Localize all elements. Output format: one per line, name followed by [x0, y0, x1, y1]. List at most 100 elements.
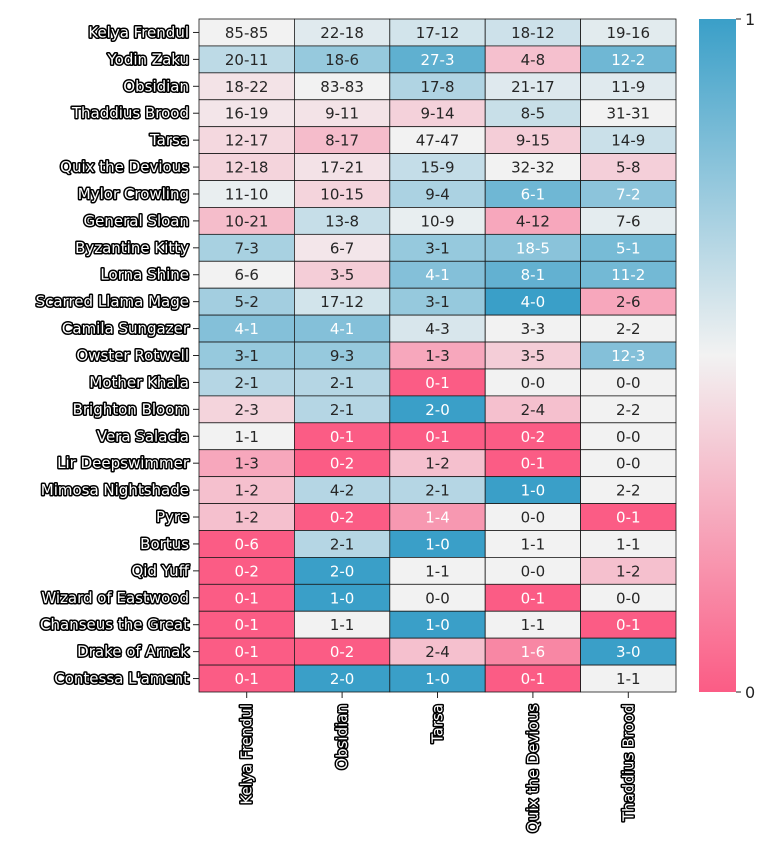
column-label-tarsa: Tarsa: [429, 704, 447, 744]
row-label-mylor-crowling: Mylor Crowling: [78, 185, 189, 203]
heatmap-cell: [484, 287, 582, 316]
heatmap-cell: [198, 260, 295, 289]
row-label-obsidian: Obsidian: [123, 77, 189, 95]
heatmap-cell: [484, 368, 582, 397]
cell-value: 10-15: [320, 185, 364, 203]
cell-value: 1-2: [234, 482, 259, 500]
cell-value: 2-1: [425, 482, 450, 500]
row-label-camila-sungazer: Camila Sungazer: [62, 320, 190, 338]
heatmap-cell: [198, 126, 295, 155]
cell-value: 0-2: [330, 643, 355, 661]
cell-value: 4-3: [425, 320, 450, 338]
cell-value: 8-1: [521, 266, 546, 284]
cell-value: 6-6: [234, 266, 259, 284]
row-label-drake-of-arnak: Drake of Arnak: [77, 643, 189, 661]
heatmap-cell: [198, 530, 295, 558]
heatmap-cell: [580, 126, 677, 155]
heatmap-cell: [484, 664, 582, 693]
cell-value: 8-5: [521, 105, 546, 123]
cell-value: 0-1: [234, 616, 259, 634]
cell-value: 0-2: [330, 509, 355, 527]
heatmap-cell: [198, 422, 295, 451]
cell-value: 0-1: [234, 670, 259, 688]
cell-value: 6-7: [330, 239, 355, 257]
cell-value: 1-3: [425, 347, 450, 365]
cell-value: 10-9: [420, 212, 454, 230]
row-label-mimosa-nightshade: Mimosa Nightshade: [41, 481, 189, 499]
cell-value: 17-12: [320, 293, 364, 311]
column-label-thaddius-brood: Thaddius Brood: [619, 704, 637, 822]
heatmap-cell: [580, 99, 677, 128]
cell-value: 12-3: [611, 347, 645, 365]
cell-value: 3-1: [234, 347, 259, 365]
column-label-kelya-frendul: Kelya Frendul: [238, 704, 256, 805]
heatmap-cell: [580, 368, 677, 397]
cell-value: 12-17: [225, 132, 269, 150]
row-label-quix-the-devious: Quix the Devious: [60, 158, 189, 176]
heatmap-cell: [293, 449, 391, 478]
heatmap-cell: [198, 207, 295, 235]
colorbar: 1 0: [699, 10, 755, 702]
cell-value: 1-1: [616, 670, 641, 688]
cell-value: 4-2: [330, 482, 355, 500]
column-label-obsidian: Obsidian: [333, 704, 351, 770]
cell-value: 1-1: [521, 616, 546, 634]
heatmap-cell: [580, 45, 677, 74]
cell-value: 12-2: [611, 51, 645, 69]
column-label-quix-the-devious: Quix the Devious: [524, 704, 542, 833]
cell-value: 13-8: [325, 212, 359, 230]
cell-value: 32-32: [511, 159, 555, 177]
heatmap-cell: [293, 395, 391, 424]
heatmap-cells: 85-85 22-18 17-12 18-12 19-16 20-11 18-6 27-3 4-…: [198, 18, 677, 693]
heatmap-cell: [293, 260, 391, 289]
cell-value: 16-19: [225, 105, 269, 123]
cell-value: 2-1: [330, 401, 355, 419]
cell-value: 19-16: [607, 24, 651, 42]
cell-value: 0-0: [616, 589, 641, 607]
heatmap-cell: [389, 476, 486, 504]
cell-value: 17-21: [320, 159, 364, 177]
heatmap-cell: [389, 368, 486, 397]
cell-value: 0-1: [425, 428, 450, 446]
row-label-scarred-llama-mage: Scarred Llama Mage: [36, 293, 189, 311]
cell-value: 3-1: [425, 239, 450, 257]
row-label-general-sloan: General Sloan: [84, 212, 189, 230]
row-label-brighton-bloom: Brighton Bloom: [73, 400, 189, 418]
row-label-thaddius-brood: Thaddius Brood: [71, 104, 189, 122]
cell-value: 4-1: [234, 320, 259, 338]
heatmap-cell: [484, 422, 582, 451]
cell-value: 2-6: [616, 293, 641, 311]
cell-value: 31-31: [607, 105, 651, 123]
cell-value: 11-2: [611, 266, 645, 284]
heatmap-cell: [389, 557, 486, 585]
heatmap-cell: [293, 18, 391, 47]
row-label-qid-yuff: Qid Yuff: [131, 562, 189, 580]
cell-value: 0-1: [616, 509, 641, 527]
heatmap-cell: [484, 557, 582, 585]
row-labels: Kelya Frendul Yodin Zaku Obsidian Thaddius …: [34, 22, 199, 689]
cell-value: 7-3: [234, 239, 259, 257]
cell-value: 1-6: [521, 643, 546, 661]
cell-value: 4-12: [516, 212, 550, 230]
cell-value: 0-0: [616, 428, 641, 446]
heatmap-cell: [293, 664, 391, 693]
cell-value: 7-6: [616, 212, 641, 230]
heatmap-cell: [580, 664, 677, 693]
colorbar-gradient: [699, 19, 736, 692]
heatmap-cell: [389, 530, 486, 558]
cell-value: 14-9: [611, 132, 645, 150]
cell-value: 0-1: [616, 616, 641, 634]
heatmap-cell: [580, 395, 677, 424]
colorbar-tick-max: 1: [745, 10, 755, 29]
cell-value: 8-17: [325, 132, 359, 150]
heatmap-cell: [580, 610, 677, 639]
cell-value: 2-4: [521, 401, 546, 419]
cell-value: 3-1: [425, 293, 450, 311]
cell-value: 3-5: [521, 347, 546, 365]
heatmap-cell: [198, 368, 295, 397]
row-label-chanseus-the-great: Chanseus the Great: [40, 616, 189, 634]
cell-value: 0-2: [234, 562, 259, 580]
cell-value: 2-3: [234, 401, 259, 419]
cell-value: 5-1: [616, 239, 641, 257]
